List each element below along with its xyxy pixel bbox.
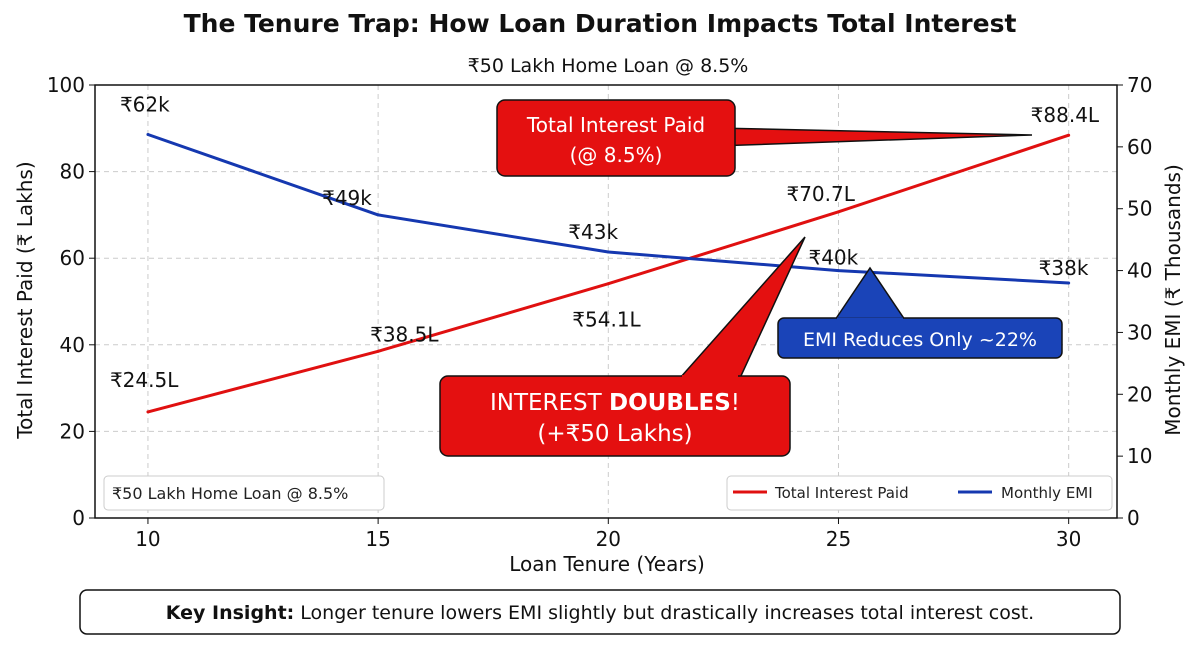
data-label: ₹70.7L (786, 182, 855, 206)
callout-doubles-line1: INTEREST DOUBLES! (490, 390, 740, 416)
x-tick-label: 20 (596, 527, 621, 551)
chart-subtitle: ₹50 Lakh Home Loan @ 8.5% (468, 55, 749, 77)
x-tick-label: 10 (135, 527, 160, 551)
x-tick-label: 25 (826, 527, 851, 551)
callout-emi-text: EMI Reduces Only ~22% (803, 329, 1037, 351)
plot-area (94, 84, 1118, 519)
callout-doubles-line2: (+₹50 Lakhs) (537, 421, 692, 447)
y2-tick-label: 30 (1127, 320, 1152, 344)
y-tick-label: 20 (60, 419, 85, 443)
data-point (606, 250, 610, 254)
data-label: ₹49k (322, 186, 372, 210)
data-label: ₹54.1L (572, 308, 641, 332)
y2-tick-label: 50 (1127, 197, 1152, 221)
callout-total-interest-line1: Total Interest Paid (526, 113, 705, 137)
y2-tick-label: 60 (1127, 135, 1152, 159)
y-axis-label: Total Interest Paid (₹ Lakhs) (13, 161, 37, 439)
legend-label-total-interest: Total Interest Paid (774, 484, 909, 502)
y2-tick-label: 40 (1127, 259, 1152, 283)
series-group: ₹24.5L ₹38.5L ₹54.1L ₹70.7L ₹88.4L ₹62k ₹49k ₹4… (110, 92, 1100, 414)
x-axis-label: Loan Tenure (Years) (509, 552, 705, 576)
y-tick-label: 100 (47, 73, 85, 97)
callout-total-interest-line2: (@ 8.5%) (570, 143, 663, 167)
data-label: ₹40k (808, 246, 858, 270)
data-label: ₹24.5L (110, 368, 179, 392)
info-box: ₹50 Lakh Home Loan @ 8.5% (103, 475, 385, 511)
y2-tick-label: 70 (1127, 73, 1152, 97)
data-point (376, 349, 380, 353)
data-label: ₹43k (568, 220, 618, 244)
callout-emi: EMI Reduces Only ~22% (777, 266, 1063, 359)
y-tick-label: 80 (60, 160, 85, 184)
callout-interest-doubles: INTEREST DOUBLES! (+₹50 Lakhs) (439, 236, 806, 457)
data-label: ₹38k (1039, 256, 1089, 280)
callout-total-interest: Total Interest Paid (@ 8.5%) (496, 99, 1033, 177)
y2-axis-label: Monthly EMI (₹ Thousands) (1161, 164, 1185, 436)
y2-tick-label: 10 (1127, 444, 1152, 468)
data-point (836, 269, 840, 273)
data-point (1067, 133, 1071, 137)
y2-tick-label: 0 (1127, 506, 1140, 530)
y-tick-label: 60 (60, 246, 85, 270)
data-point (146, 410, 150, 414)
legend-label-emi: Monthly EMI (1001, 484, 1093, 502)
data-label: ₹62k (120, 92, 170, 116)
x-tick-label: 30 (1056, 527, 1081, 551)
data-point (376, 213, 380, 217)
y-tick-label: 40 (60, 333, 85, 357)
info-box-text: ₹50 Lakh Home Loan @ 8.5% (112, 484, 348, 503)
data-label: ₹38.5L (370, 322, 439, 346)
x-tick-label: 15 (365, 527, 390, 551)
chart-title: The Tenure Trap: How Loan Duration Impac… (184, 9, 1017, 38)
legend: Total Interest Paid Monthly EMI (726, 475, 1113, 511)
data-point (836, 210, 840, 214)
y-tick-label: 0 (72, 506, 85, 530)
data-point (1067, 281, 1071, 285)
data-point (146, 132, 150, 136)
y2-tick-label: 20 (1127, 382, 1152, 406)
data-point (606, 282, 610, 286)
data-label: ₹88.4L (1031, 103, 1100, 127)
key-insight-box: Key Insight: Longer tenure lowers EMI sl… (79, 589, 1121, 635)
axes: 10 15 20 25 30 0 20 40 60 80 100 0 10 20 30 40 50 60 70 (47, 73, 1153, 551)
key-insight-text: Key Insight: Longer tenure lowers EMI sl… (166, 602, 1034, 624)
